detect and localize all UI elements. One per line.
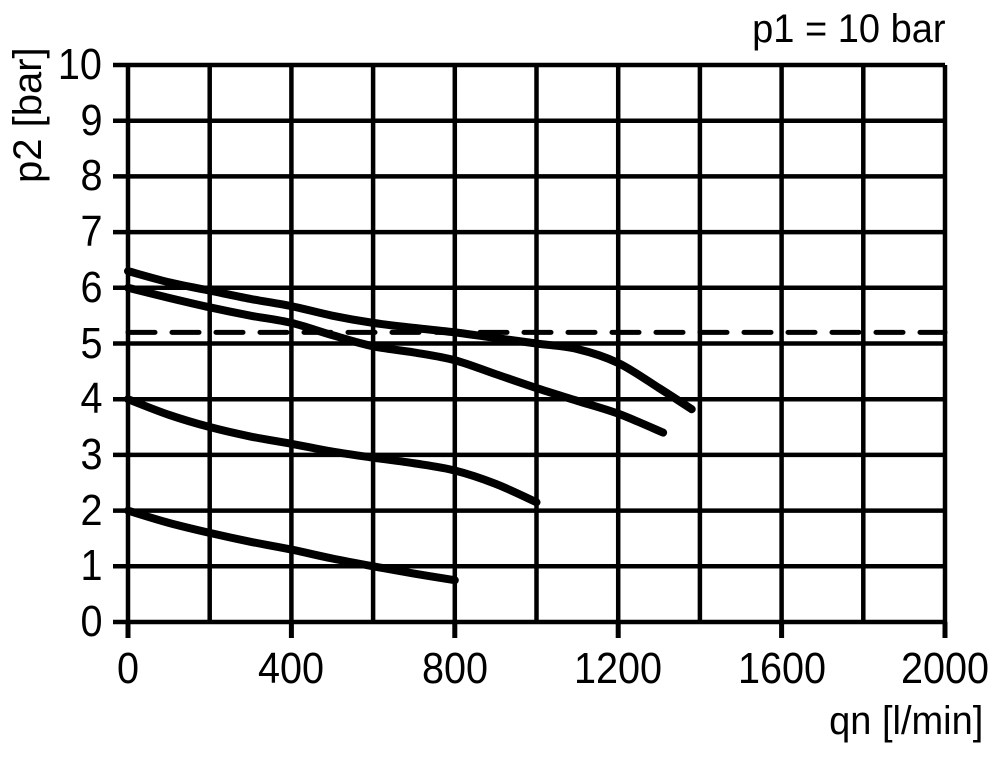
y-tick-label: 4 <box>79 374 102 424</box>
y-tick-label: 6 <box>79 262 102 312</box>
y-tick-label: 8 <box>79 151 102 201</box>
y-tick-label: 5 <box>79 318 102 368</box>
y-tick-label: 7 <box>79 207 102 257</box>
y-tick-label: 0 <box>79 597 102 646</box>
flow-curve-3 <box>124 395 541 507</box>
inlet-pressure-annotation: p1 = 10 bar <box>751 7 945 51</box>
y-tick-label: 3 <box>79 429 102 479</box>
y-tick-label: 9 <box>79 95 102 145</box>
x-tick-label: 0 <box>116 644 140 693</box>
x-axis-title: qn [l/min] <box>828 699 983 743</box>
x-tick-label: 2000 <box>900 644 990 693</box>
flow-curve-1 <box>124 267 696 414</box>
y-tick-label: 2 <box>79 485 102 535</box>
y-tick-label: 10 <box>57 40 102 89</box>
x-tick-label: 1200 <box>574 644 663 693</box>
y-axis-title: p2 [bar] <box>6 47 50 183</box>
x-tick-label: 1600 <box>737 644 826 693</box>
flow-curve-2 <box>124 283 668 437</box>
flow-curve-4 <box>124 506 459 585</box>
y-tick-label: 1 <box>79 541 102 591</box>
x-tick-label: 800 <box>421 644 488 693</box>
x-tick-label: 400 <box>258 644 325 693</box>
